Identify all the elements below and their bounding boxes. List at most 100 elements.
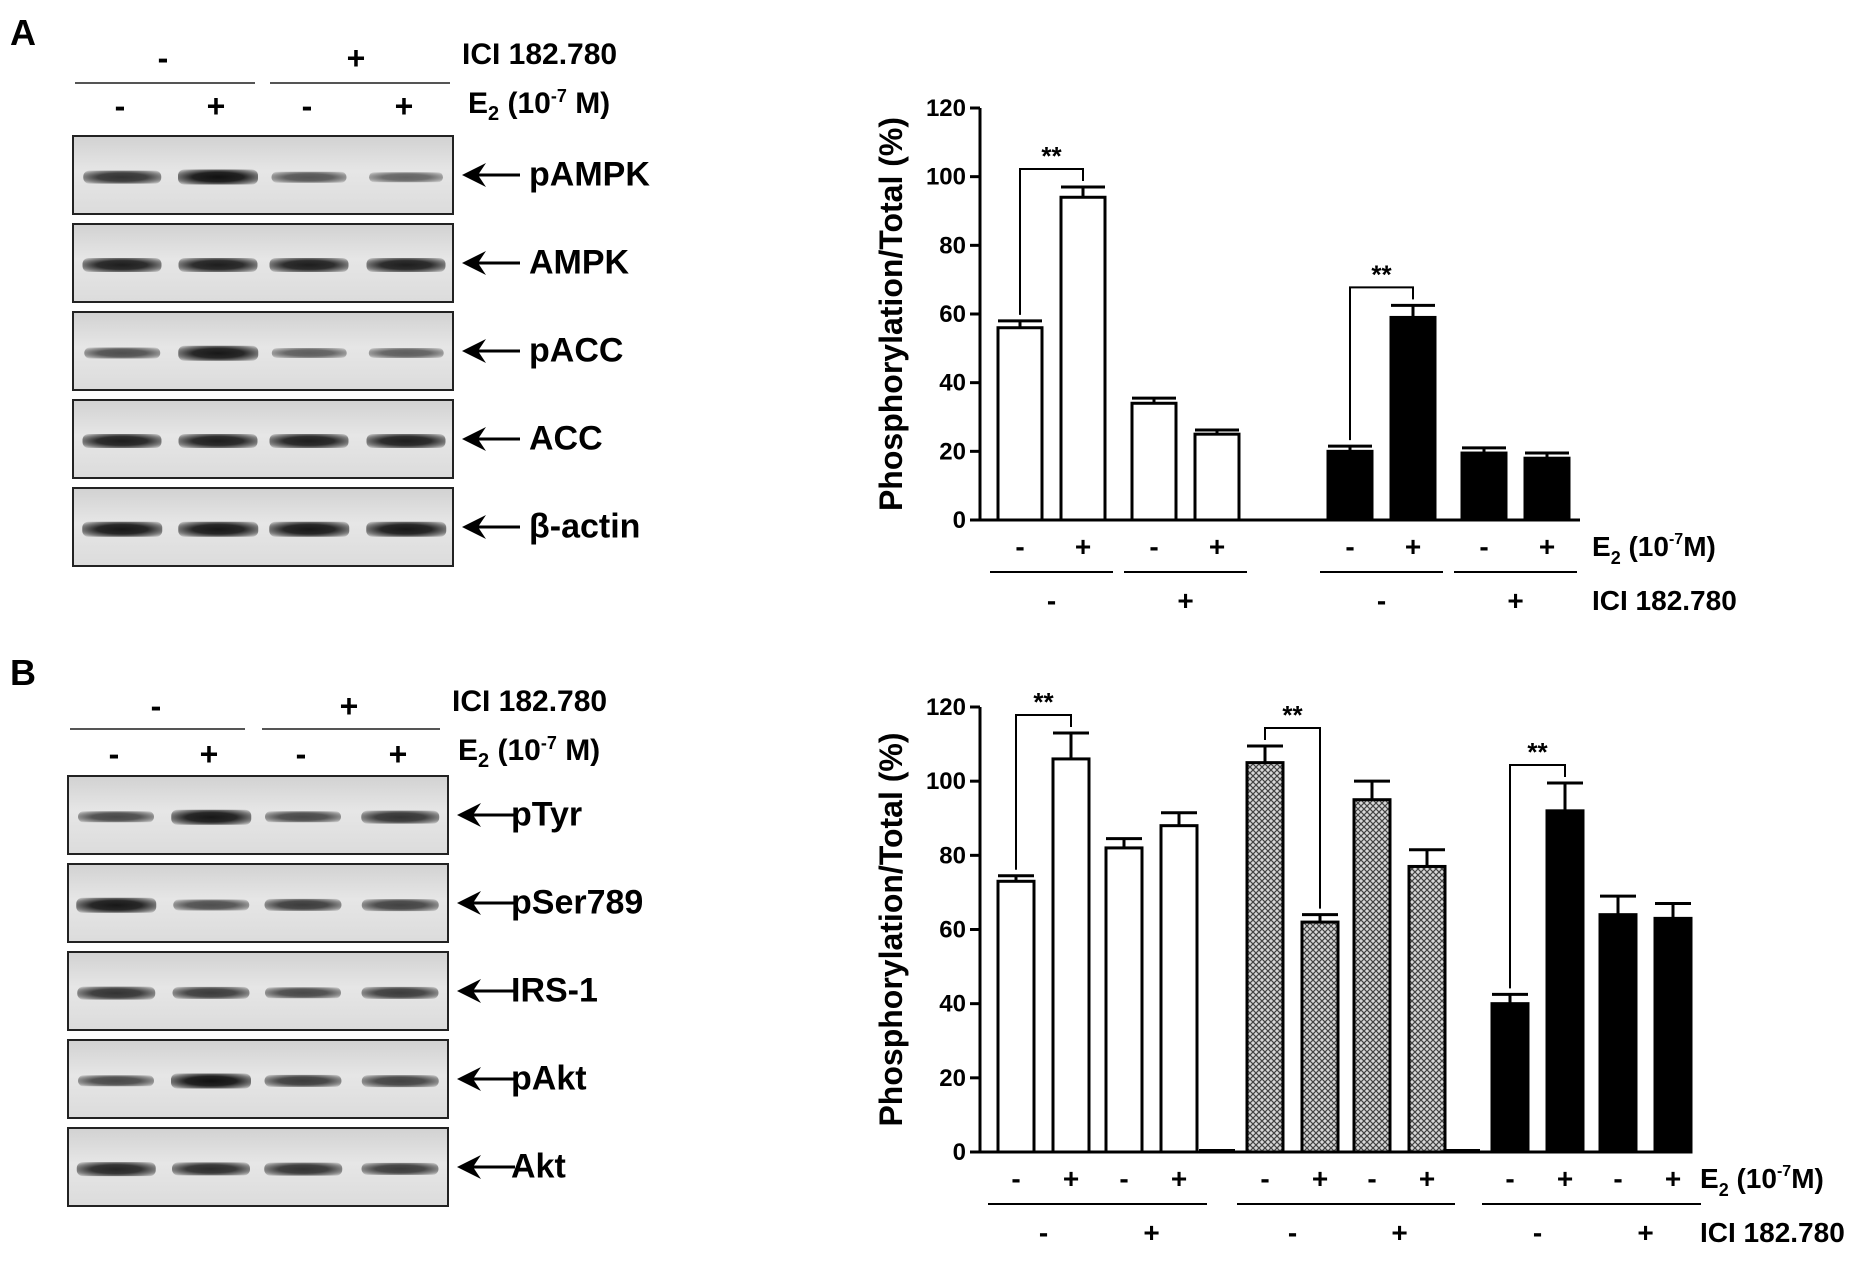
ici-sign: + — [1391, 1217, 1407, 1248]
blot-band — [78, 811, 154, 823]
bar — [1598, 913, 1638, 1154]
chart-b: 0 20 40 60 80 100 120 Phosphorylation/Total (%)… — [873, 687, 1845, 1248]
blot-label: ACC — [529, 419, 603, 458]
panel-b-ici-divider-2 — [262, 728, 440, 730]
blot-band — [82, 433, 162, 449]
e2-sign: - — [1613, 1163, 1622, 1194]
bar — [1130, 401, 1178, 522]
blot-band — [82, 257, 162, 273]
e2-sign: - — [1345, 531, 1354, 562]
panel-a-ici-label: ICI 182.780 — [462, 38, 618, 71]
panel-a-ici-sign-1: - — [157, 40, 169, 76]
y-tick-label: 0 — [953, 1139, 966, 1166]
zero-bar — [1444, 1149, 1480, 1152]
e2-sign: + — [1665, 1163, 1681, 1194]
blot-ptyr — [67, 775, 449, 855]
blot-band — [264, 898, 342, 912]
bar — [1352, 798, 1392, 1154]
y-tick-label: 40 — [939, 991, 966, 1018]
bar — [996, 879, 1036, 1154]
panel-a-ici-divider-2 — [270, 82, 450, 84]
blot-band — [265, 811, 341, 823]
blot-pser789 — [67, 863, 449, 943]
ici-row-label: ICI 182.780 — [1592, 585, 1737, 616]
blot-band — [369, 172, 443, 182]
arrow-icon — [462, 515, 520, 539]
blot-pampk — [72, 135, 454, 215]
panel-b-e2-sign-3: - — [295, 736, 307, 772]
e2-sign: + — [1209, 531, 1225, 562]
panel-a-e2-sign-4: + — [394, 88, 414, 124]
y-tick-label: 80 — [939, 842, 966, 869]
zero-bar — [1199, 1149, 1235, 1152]
blot-band — [264, 1162, 342, 1176]
e2-sign: - — [1011, 1163, 1020, 1194]
arrow-icon — [462, 427, 520, 451]
bar — [1490, 1002, 1530, 1154]
e2-sign: + — [1075, 531, 1091, 562]
e2-sign: + — [1557, 1163, 1573, 1194]
panel-a-e2-sign-3: - — [301, 88, 313, 124]
blot-band — [178, 345, 258, 361]
blot-band — [178, 433, 258, 449]
y-axis-label: Phosphorylation/Total (%) — [873, 732, 909, 1126]
y-tick-label: 120 — [926, 95, 966, 122]
panel-b-e2-label: E2 (10-7 M) — [458, 733, 601, 772]
bar — [1460, 451, 1508, 522]
blot-band — [269, 257, 349, 273]
significance-label: ** — [1033, 687, 1054, 717]
blot-band — [366, 521, 446, 537]
bar — [1389, 315, 1437, 522]
y-tick-label: 100 — [926, 768, 966, 795]
blot-band — [271, 171, 347, 183]
blot-band — [178, 257, 258, 273]
panel-a-e2-sign-2: + — [206, 88, 226, 124]
blot-label: Akt — [511, 1147, 566, 1186]
panel-b-ici-sign-2: + — [339, 688, 359, 724]
blot-ampk — [72, 223, 454, 303]
e2-sign: - — [1149, 531, 1158, 562]
significance-bracket — [1349, 286, 1414, 441]
blot-acc — [72, 399, 454, 479]
bar — [1407, 864, 1447, 1154]
blot-band — [78, 1075, 154, 1087]
blot-band — [366, 257, 446, 273]
ici-sign: + — [1507, 585, 1523, 616]
bar — [1159, 824, 1199, 1154]
bar — [1245, 761, 1285, 1154]
significance-label: ** — [1282, 700, 1303, 730]
significance-bracket — [1019, 167, 1084, 315]
blot-label: β-actin — [529, 507, 641, 546]
ici-sign: - — [1533, 1217, 1542, 1248]
significance-bracket — [1015, 713, 1072, 870]
arrow-icon — [462, 339, 520, 363]
panel-b-ici-divider-1 — [70, 728, 245, 730]
significance-label: ** — [1371, 259, 1392, 289]
panel-b-e2-sign-2: + — [199, 736, 219, 772]
blot-band — [83, 170, 161, 184]
blot-akt — [67, 1127, 449, 1207]
y-tick-label: 20 — [939, 438, 966, 465]
ici-sign: - — [1039, 1217, 1048, 1248]
blot-label: pTyr — [511, 795, 583, 834]
blot-label: pAMPK — [529, 155, 650, 194]
blot-label: IRS-1 — [511, 971, 598, 1010]
e2-row-label: E2 (10-7M) — [1592, 531, 1716, 568]
blot-label: pACC — [529, 331, 624, 370]
blot-irs1 — [67, 951, 449, 1031]
blot-label: pAkt — [511, 1059, 587, 1098]
blot-band — [84, 347, 160, 359]
arrow-icon — [462, 163, 520, 187]
blot-band — [82, 521, 162, 537]
panel-a-ici-sign-2: + — [346, 40, 366, 76]
panel-b-e2-sign-1: - — [108, 736, 120, 772]
e2-sign: - — [1479, 531, 1488, 562]
e2-sign: - — [1119, 1163, 1128, 1194]
arrow-icon — [457, 1067, 515, 1091]
panel-b-letter: B — [10, 652, 36, 693]
y-tick-label: 100 — [926, 164, 966, 191]
y-tick-label: 80 — [939, 232, 966, 259]
blot-band — [269, 521, 349, 537]
blot-band — [368, 347, 444, 359]
bar — [1051, 757, 1091, 1154]
